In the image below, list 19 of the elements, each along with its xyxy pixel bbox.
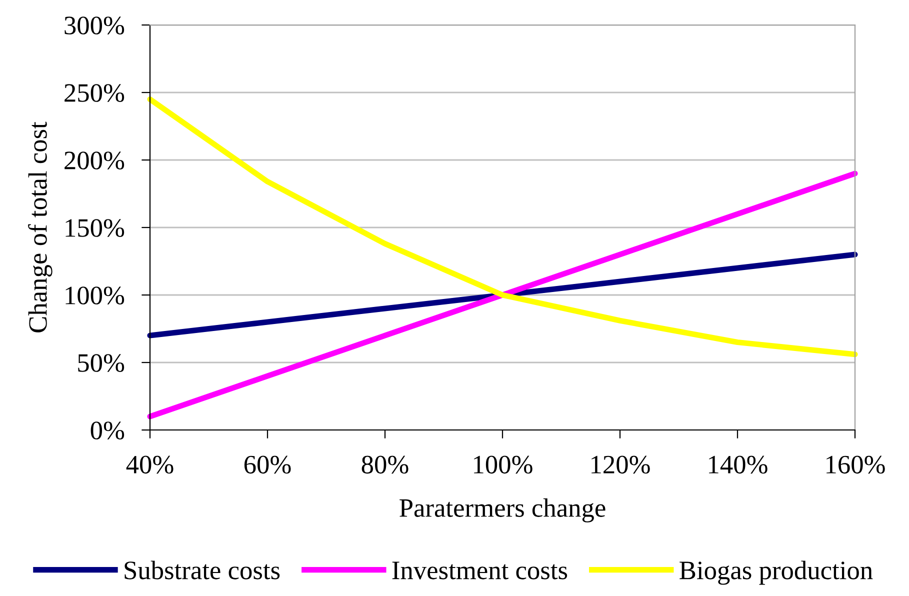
y-tick-label: 100% [66, 286, 124, 304]
x-tick-label: 160% [826, 456, 885, 474]
x-tick-label: 140% [709, 456, 768, 474]
y-tick-label: 300% [64, 16, 124, 34]
legend-label: Biogas production [680, 560, 873, 585]
y-tick-label: 250% [64, 84, 124, 102]
y-tick-label: 50% [78, 354, 124, 372]
legend-label: Substrate costs [124, 560, 280, 580]
y-tick-label: 200% [64, 152, 124, 170]
y-tick-label: 0% [90, 422, 124, 440]
legend-label: Investment costs [392, 562, 568, 580]
x-tick-label: 100% [474, 456, 532, 474]
x-tick-label: 120% [592, 456, 650, 474]
y-tick-label: 150% [66, 219, 124, 237]
x-tick-label: 80% [362, 456, 408, 474]
x-axis-title: Paratermers change [400, 498, 606, 522]
x-tick-label: 40% [126, 456, 174, 474]
y-axis-title: Change of total cost [28, 122, 52, 332]
x-tick-label: 60% [244, 456, 291, 474]
